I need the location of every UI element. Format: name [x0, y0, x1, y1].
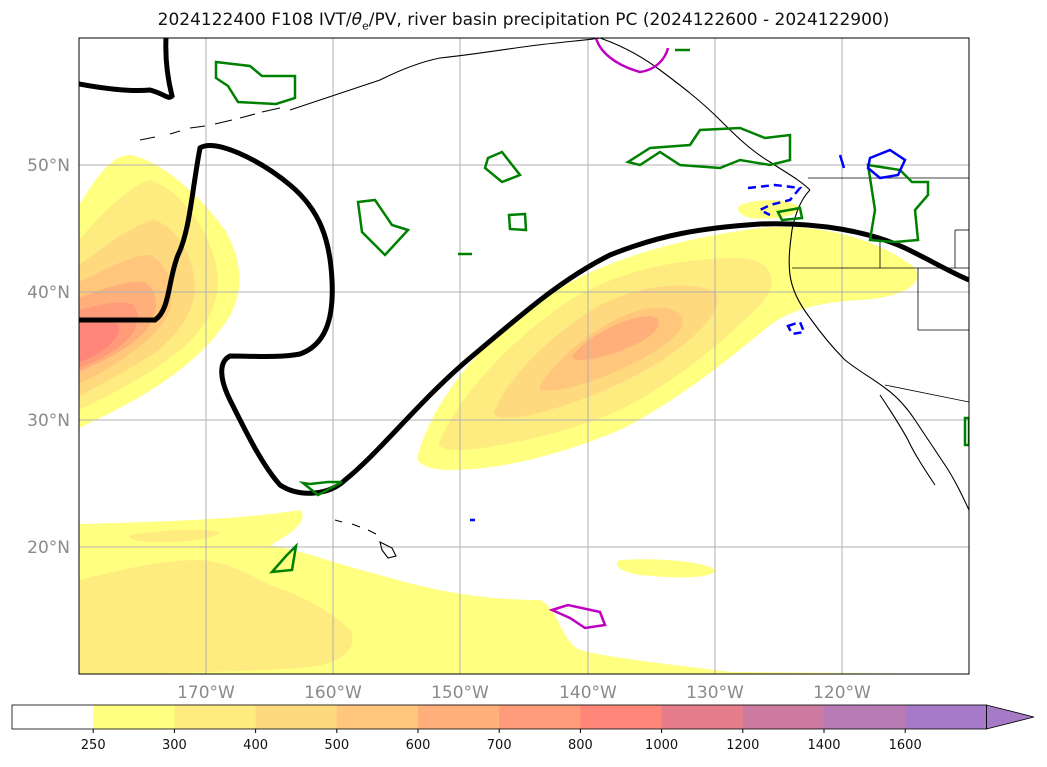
lat-label: 30°N	[27, 411, 70, 431]
title-suffix: /PV, river basin precipitation PC (20241…	[368, 10, 890, 30]
lat-label: 50°N	[27, 156, 70, 176]
colorbar-extend-arrow	[986, 704, 1035, 730]
basin-contour-7	[298, 480, 343, 497]
colorbar-tick-label: 800	[568, 738, 593, 753]
alaska-coast	[289, 38, 601, 111]
negative-contour-1	[747, 183, 803, 217]
colorbar-tick-label: 700	[487, 738, 512, 753]
ivt-west-level-800	[79, 319, 119, 362]
pv-contour	[79, 38, 969, 496]
baja-coast	[879, 394, 936, 486]
title-theta-sub: e	[362, 19, 369, 33]
hawaii-islands	[334, 519, 397, 559]
colorbar-segment	[661, 705, 744, 729]
lat-label: 40°N	[27, 283, 70, 303]
title-theta: θ	[351, 10, 362, 30]
colorbar-segment	[824, 705, 906, 729]
colorbar-segment	[255, 705, 338, 729]
ivt-coast-250	[738, 200, 800, 219]
colorbar-tick-label: 500	[324, 738, 349, 753]
basin-contour-3	[356, 198, 411, 257]
high-contours	[548, 38, 670, 630]
lon-label: 120°W	[813, 683, 871, 703]
coastlines	[139, 38, 969, 559]
basin-contour-10	[776, 206, 804, 222]
basin-contour-1	[214, 60, 297, 106]
aleutian-chain	[139, 107, 281, 141]
lon-label: 160°W	[304, 683, 362, 703]
lon-label: 130°W	[686, 683, 744, 703]
colorbar-segment	[742, 705, 825, 729]
pv-contour-north	[79, 38, 175, 100]
north-america-coast	[788, 189, 969, 511]
negative-contour-3	[866, 148, 907, 180]
high-contour-2	[594, 38, 670, 74]
colorbar-segment	[418, 705, 500, 729]
colorbar-tick-label: 1400	[807, 738, 840, 753]
negative-contours	[470, 148, 907, 522]
lat-label: 20°N	[27, 538, 70, 558]
gulf-alaska-coast	[599, 38, 811, 191]
colorbar-segment	[174, 705, 257, 729]
colorbar-segment	[580, 705, 663, 729]
colorbar-tick-label: 1000	[645, 738, 678, 753]
basin-contour-4	[507, 212, 528, 232]
colorbar-tick-label: 400	[243, 738, 268, 753]
ivt-tropics-east-250	[616, 559, 716, 578]
colorbar-tick-label: 300	[162, 738, 187, 753]
colorbar-tick-label: 1600	[889, 738, 922, 753]
chart-title: 2024122400 F108 IVT/θe/PV, river basin p…	[0, 10, 1047, 32]
basin-contour-2	[483, 150, 523, 184]
negative-contour-4	[838, 154, 846, 169]
colorbar-segment	[93, 705, 175, 729]
lon-label: 140°W	[559, 683, 617, 703]
map-plot-area	[79, 38, 969, 674]
ivt-tropics-level-300	[79, 560, 353, 674]
map-frame	[78, 37, 970, 675]
colorbar-segment	[12, 705, 94, 729]
colorbar: 250 300 400 500 600 700 800 1000 1200 1400 1600	[11, 704, 1035, 753]
map-gridlines	[79, 38, 969, 674]
basin-contour-6	[866, 163, 930, 244]
ivt-shading	[79, 155, 969, 674]
colorbar-tick-label: 600	[406, 738, 431, 753]
colorbar-segment	[499, 705, 581, 729]
high-contour-1	[548, 603, 607, 630]
basin-contours	[214, 48, 969, 574]
lon-label: 150°W	[431, 683, 489, 703]
lon-labels: 170°W 160°W 150°W 140°W 130°W 120°W	[177, 683, 871, 703]
colorbar-segment	[336, 705, 419, 729]
lat-labels: 50°N 40°N 30°N 20°N	[27, 156, 70, 558]
title-prefix: 2024122400 F108 IVT/	[157, 10, 352, 30]
basin-contour-8	[268, 542, 298, 574]
basin-contour-9	[963, 416, 969, 447]
colorbar-segment	[905, 705, 987, 729]
basin-contour-5	[624, 126, 792, 170]
colorbar-tick-label: 250	[81, 738, 106, 753]
lon-label: 170°W	[177, 683, 235, 703]
ivt-level-600	[572, 316, 659, 360]
colorbar-tick-label: 1200	[726, 738, 759, 753]
pv-contour-main	[79, 143, 969, 496]
ivt-tropics-mid-300	[129, 529, 220, 543]
